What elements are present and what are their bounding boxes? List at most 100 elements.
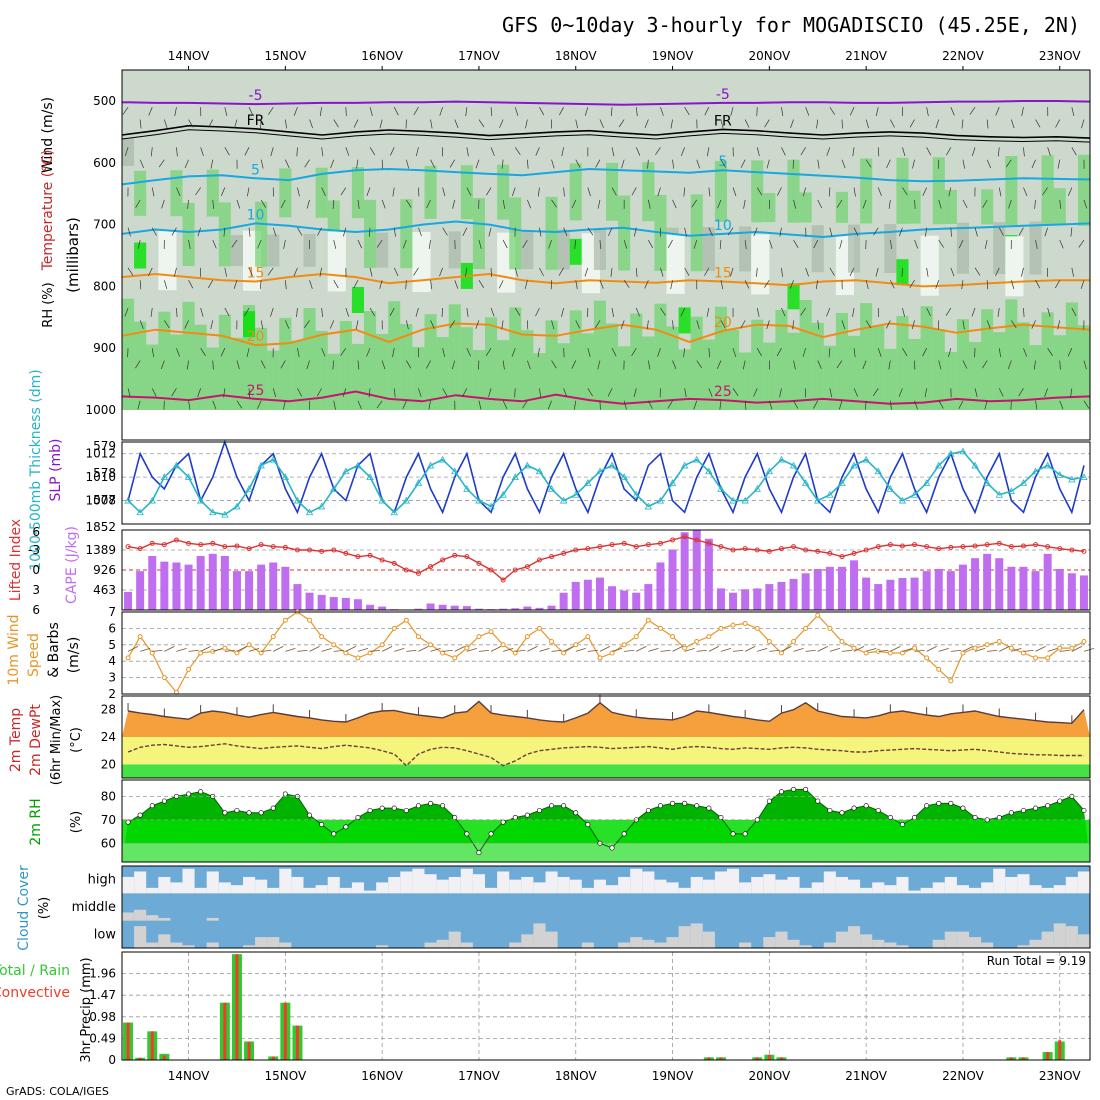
cloud-low-bar xyxy=(1065,926,1078,948)
chart-title: GFS 0~10day 3-hourly for MOGADISCIO (45.… xyxy=(502,13,1080,37)
cloud-high-bar xyxy=(533,882,546,894)
wind-barb xyxy=(345,307,349,317)
rh-green-patch xyxy=(303,308,316,410)
wind-barb xyxy=(935,280,940,289)
cloud-low-label: low xyxy=(94,927,117,942)
date-label-top: 20NOV xyxy=(748,49,790,63)
wind-barb xyxy=(670,280,673,290)
rh-marker xyxy=(573,810,579,816)
wind-barb xyxy=(184,320,189,329)
rh-mid-patch xyxy=(944,189,957,224)
wind-speed-marker xyxy=(307,617,313,623)
thickness-marker xyxy=(487,502,495,510)
wind-barb xyxy=(597,199,601,209)
cloud-high-bar xyxy=(908,890,921,894)
wind-speed-marker xyxy=(222,645,228,651)
wind-barb xyxy=(285,320,290,329)
cape-bar xyxy=(511,608,520,610)
wind-barb xyxy=(865,400,867,410)
cloud-high-bar xyxy=(1053,885,1066,894)
thickness-marker xyxy=(209,508,217,516)
wind-barb-10m xyxy=(890,646,901,652)
wind-barb xyxy=(766,159,770,169)
wind-barb xyxy=(926,307,931,317)
thickness-marker xyxy=(124,496,132,504)
rh-axis-unit: (%) xyxy=(69,811,84,834)
cape-bar xyxy=(426,603,435,610)
date-label-bottom: 19NOV xyxy=(652,1069,694,1083)
li-tick: -3 xyxy=(28,543,40,557)
lifted-index-marker xyxy=(524,564,530,570)
wind-barb xyxy=(950,107,955,116)
cloud-low-bar xyxy=(1053,923,1066,948)
wind-barb xyxy=(816,119,819,129)
rh-marker xyxy=(912,814,918,820)
lifted-index-marker xyxy=(948,544,954,550)
cape-bar xyxy=(462,606,471,610)
rh-green-patch xyxy=(279,317,292,410)
cloud-low-bar xyxy=(981,942,994,948)
wind-barb xyxy=(998,388,1004,397)
cape-bar xyxy=(1007,566,1016,610)
thickness-marker xyxy=(305,508,314,516)
wind-barb xyxy=(1057,159,1061,169)
wind-barb xyxy=(248,388,251,398)
wind-barb xyxy=(764,280,770,288)
thickness-marker xyxy=(765,467,774,475)
rh-mid-patch xyxy=(351,167,364,219)
wind-barb xyxy=(997,307,1000,317)
date-label-bottom: 15NOV xyxy=(264,1069,306,1083)
rh-marker xyxy=(428,800,434,806)
thickness-marker xyxy=(330,485,338,492)
wind-barb xyxy=(1008,199,1012,209)
cloud-high-bar xyxy=(376,882,389,894)
wind-barb xyxy=(898,388,903,397)
wind-barb xyxy=(207,280,214,289)
wind-barb xyxy=(369,107,373,116)
wind-barb xyxy=(683,187,685,197)
wind-barb-10m xyxy=(285,647,296,652)
date-label-top: 18NOV xyxy=(555,49,597,63)
lifted-index-marker xyxy=(597,544,603,550)
cloud-low-bar xyxy=(702,931,715,948)
wind-barb-10m xyxy=(1023,649,1034,652)
wind-barb xyxy=(789,280,794,289)
cape-bar xyxy=(741,589,750,610)
rh-green-patch xyxy=(690,316,703,410)
wind-barb-10m xyxy=(261,649,272,652)
cloud-low-bar xyxy=(932,939,945,948)
cape-bar xyxy=(789,578,798,610)
rh-marker xyxy=(186,791,192,797)
rh-marker xyxy=(815,798,821,804)
wind-barb xyxy=(648,239,654,249)
wind-frame xyxy=(121,611,1091,695)
wind-barb xyxy=(610,267,613,277)
lifted-index-marker xyxy=(1057,546,1063,552)
precip-convective-bar xyxy=(271,1056,275,1060)
thickness-tick: 577 xyxy=(93,493,116,507)
rh-green-patch xyxy=(981,309,994,410)
wind-barb xyxy=(1035,239,1038,249)
wind-barb xyxy=(160,360,165,370)
wind-barb xyxy=(756,307,760,317)
wind-barb xyxy=(962,199,968,208)
thickness-marker xyxy=(148,496,156,504)
rh-green-patch xyxy=(436,337,449,410)
cape-bar xyxy=(148,556,157,610)
wind-barb xyxy=(841,159,846,169)
isotherm-line xyxy=(121,322,1091,347)
lifted-index-marker xyxy=(778,546,784,552)
rh-green-patch xyxy=(727,329,740,410)
dewpoint-line xyxy=(127,743,1084,767)
wind-barb xyxy=(815,280,819,290)
wind-barb xyxy=(148,107,153,116)
thickness-marker xyxy=(838,479,846,486)
lifted-index-marker xyxy=(633,544,639,550)
date-label-bottom: 17NOV xyxy=(458,1069,500,1083)
wind-barb xyxy=(1047,348,1053,356)
rh-marker xyxy=(367,807,373,813)
isotherm-label: -5 xyxy=(716,87,730,103)
cloud-high-bar xyxy=(775,879,788,894)
cloud-high-bar xyxy=(315,885,328,894)
